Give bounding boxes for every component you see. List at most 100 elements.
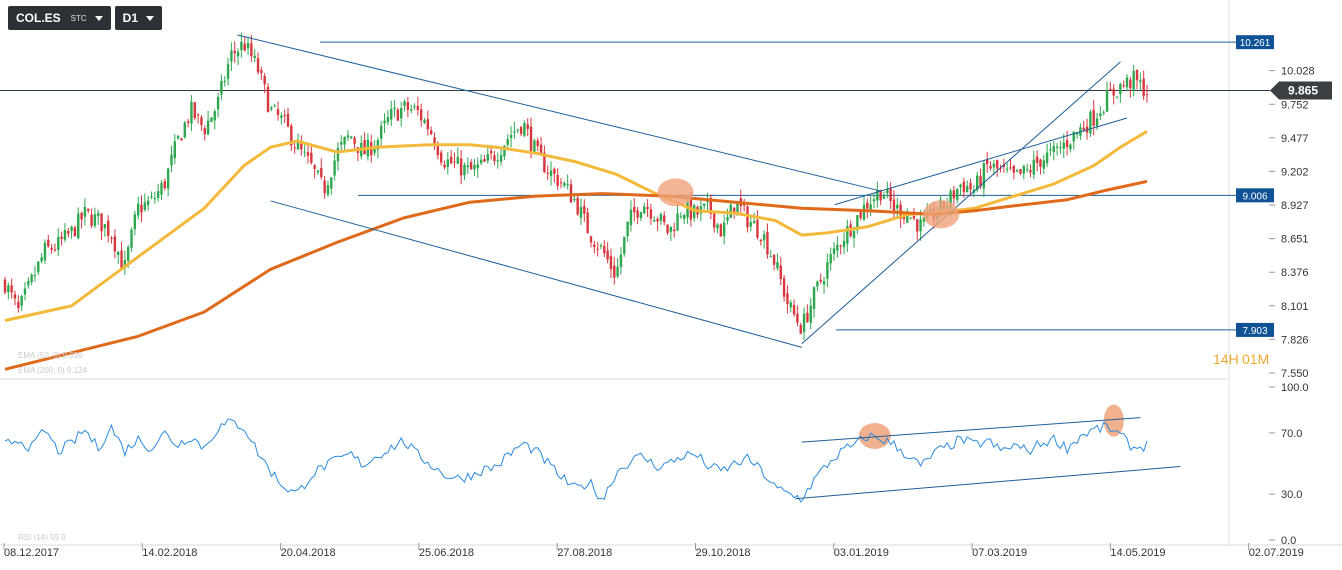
candle-body [609,255,613,270]
candle-body [10,285,13,293]
candle-body [1019,169,1022,174]
candle-body [1015,169,1019,172]
candle-body [263,76,266,85]
timeframe-selector[interactable]: D1 [114,6,163,30]
candle-body [629,209,633,226]
candle-body [419,109,423,121]
candle-body [989,165,992,169]
x-tick-label: 14.02.2018 [142,547,197,559]
ema-lines [4,130,1148,371]
candle-body [533,140,536,155]
ema200-line [4,179,1148,371]
candle-body [679,215,683,217]
candle-body [1035,156,1039,163]
candle-body [63,230,67,240]
candle-body [892,199,896,211]
candle-body [1055,146,1059,148]
candle-body [270,107,273,110]
trendline [237,34,882,192]
candle-body [576,198,579,215]
countdown-hours: 14H [1213,351,1239,367]
candle-body [966,185,969,193]
candle-body [336,148,340,162]
candle-body [260,69,263,74]
candle-body [566,184,569,186]
candle-body [213,111,216,121]
price-tick-label: 7.826 [1281,334,1309,346]
price-level-tag [1236,35,1274,50]
candle-body [130,229,133,248]
candle-body [1059,147,1062,149]
candle-body [23,288,27,295]
rsi-tick-label: 30.0 [1281,489,1302,501]
current-price-marker [1270,81,1332,100]
symbol-selector[interactable]: COL.ES STC [8,6,111,30]
x-axis: 08.12.2017 14.02.2018 20.04.2018 25.06.2018… [0,543,1342,559]
candle-body [70,226,73,232]
candle-body [486,154,489,161]
candle-body [330,177,333,189]
candle-body [230,50,233,62]
candle-body [156,191,160,198]
candle-body [303,151,306,153]
price-levels: 10.261 9.006 7.903 9.865 [0,35,1332,337]
candle-body [889,188,892,201]
candle-body [553,168,556,174]
ema50-legend: EMA (50, 0) 9.539 [18,351,83,360]
candle-body [952,190,956,199]
candle-body [423,120,426,123]
rsi-trendline [801,417,1141,443]
ema50-line [4,130,1148,322]
candle-body [180,138,183,141]
candle-body [1099,113,1102,117]
candle-body [216,96,220,110]
candle-body [153,198,157,200]
candle-body [210,117,213,123]
candle-body [223,80,226,82]
candle-body [479,159,483,164]
candle-body [276,109,280,115]
candle-body [829,254,832,264]
candle-body [273,105,276,107]
candle-body [476,164,479,169]
candle-body [606,250,609,260]
candle-body [979,176,982,187]
candle-body [623,236,626,254]
candle-body [686,201,689,218]
candle-body [1089,111,1092,134]
price-highlights [657,178,960,229]
candle-body [166,168,170,189]
candle-body [709,197,713,214]
candle-body [579,207,583,218]
candle-body [779,265,782,280]
candle-body [3,279,7,293]
candle-body [906,214,909,223]
candle-body [869,204,872,212]
candle-body [97,213,100,217]
price-tick-label: 8.927 [1281,200,1309,212]
candle-body [842,240,846,248]
candle-body [816,281,819,287]
candle-body [1112,88,1115,96]
rsi-tick-label: 70.0 [1281,428,1302,440]
candle-body [126,247,130,261]
candle-body [346,135,350,138]
candle-body [203,128,206,135]
price-level-tag [1236,188,1274,203]
candle-body [619,254,623,268]
candle-body [143,202,147,210]
x-tick-label: 27.08.2018 [557,547,612,559]
candle-body [876,190,879,201]
candle-body [176,135,180,139]
candle-body [1095,118,1099,127]
candle-body [663,215,666,223]
price-tick-label: 8.651 [1281,234,1309,246]
candle-body [826,262,829,279]
candle-body [982,163,986,189]
candle-body [186,121,190,123]
candle-body [962,181,966,193]
candle-body [110,238,113,240]
candle-body [43,242,47,261]
candle-body [100,213,103,232]
